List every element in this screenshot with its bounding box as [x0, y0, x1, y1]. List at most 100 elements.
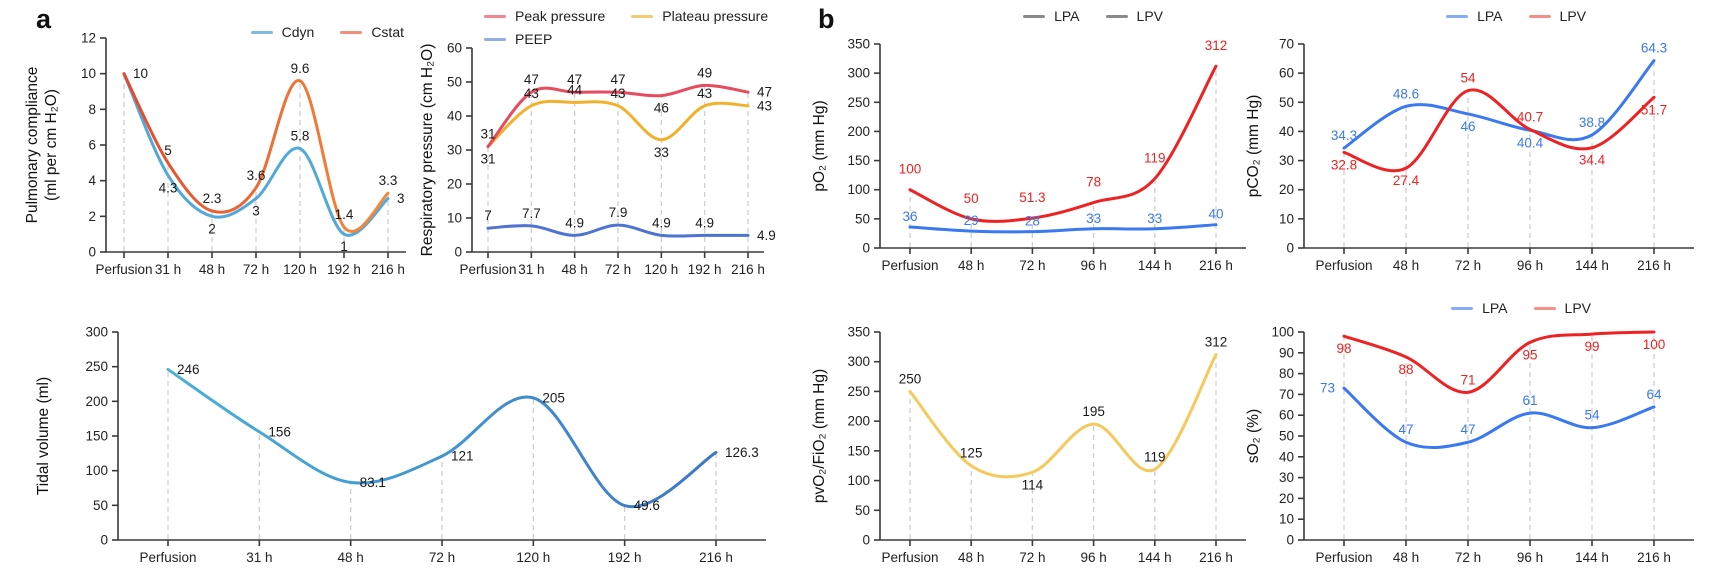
- data-label: 51.7: [1641, 102, 1667, 117]
- y-tick-label: 50: [1279, 429, 1294, 444]
- category-label: 48 h: [562, 262, 588, 277]
- y-tick-label: 150: [847, 443, 870, 458]
- y-tick-label: 250: [85, 359, 108, 374]
- legend-item-lpv: LPV: [1533, 300, 1591, 316]
- y-axis-title: Respiratory pressure (cm H₂O): [419, 44, 436, 257]
- category-label: Perfusion: [881, 258, 938, 273]
- data-label: 3.3: [379, 173, 398, 188]
- chart-so2: LPA LPV 0 10 20 30 40 50 60 70 80 90 100 Perfusion 48…: [1240, 298, 1706, 570]
- chart-tidal-volume: 0 50 100 150 200 250 300 Perfusion 31 h 48 h 72 h 1…: [30, 298, 778, 570]
- data-label: 3.6: [247, 168, 266, 183]
- data-label: 5: [164, 143, 172, 158]
- data-label: 47: [1398, 422, 1413, 437]
- data-label: 3: [397, 191, 405, 206]
- data-label: 195: [1082, 404, 1105, 419]
- y-tick-label: 60: [447, 41, 462, 56]
- legend-po2: LPA LPV: [1023, 8, 1163, 24]
- y-tick-label: 12: [81, 31, 96, 46]
- data-label: 43: [524, 86, 539, 101]
- legend-label: Cdyn: [281, 24, 315, 40]
- legend-so2: LPA LPV: [1451, 300, 1591, 316]
- y-tick-label: 30: [1279, 153, 1294, 168]
- series-lpa: [1342, 59, 1656, 150]
- legend-item-lpv: LPV: [1528, 8, 1586, 24]
- y-tick-label: 100: [847, 473, 870, 488]
- legend-swatch-cstat: [340, 30, 363, 34]
- category-label: 48 h: [958, 258, 984, 273]
- y-tick-label: 60: [1279, 408, 1294, 423]
- category-label: 48 h: [958, 550, 984, 565]
- y-tick-label: 40: [1279, 449, 1294, 464]
- legend-swatch-lpa: [1446, 14, 1469, 18]
- series-lpv: [908, 64, 1218, 223]
- legend-swatch-lpv: [1105, 14, 1128, 18]
- legend-label: LPA: [1482, 300, 1508, 316]
- data-label: 1.4: [335, 207, 354, 222]
- legend-item-plateau-pressure: Plateau pressure: [631, 8, 768, 24]
- legend-swatch-peep: [484, 37, 506, 41]
- y-tick-label: 60: [1279, 66, 1294, 81]
- legend-pco2: LPA LPV: [1446, 8, 1586, 24]
- category-label: 216 h: [1637, 550, 1671, 565]
- y-tick-label: 300: [85, 325, 108, 340]
- category-label: 144 h: [1138, 258, 1172, 273]
- y-tick-label: 2: [88, 209, 96, 224]
- legend-label: Cstat: [371, 24, 404, 40]
- legend-swatch-plateau-pressure: [631, 14, 654, 18]
- y-tick-label: 50: [855, 211, 870, 226]
- panel-a-label: a: [36, 4, 52, 34]
- data-label: 5.8: [291, 129, 310, 144]
- series-cstat: [122, 72, 390, 233]
- y-axis-title: Pulmonary compliance: [24, 67, 41, 224]
- category-label: 120 h: [516, 550, 550, 565]
- respiratory-pressure-plot: 0 10 20 30 40 50 60 Perfusion 31 h 48 h 72 h 120 h 1…: [419, 41, 776, 278]
- pco2-plot: 0 10 20 30 40 50 60 70 Perfusion 48 h 72 h 96 h 144 …: [1245, 37, 1694, 273]
- y-tick-label: 90: [1279, 345, 1294, 360]
- legend-item-lpa: LPA: [1446, 8, 1503, 24]
- data-label: 46: [654, 101, 669, 116]
- y-tick-label: 250: [847, 95, 870, 110]
- data-label: 33: [654, 145, 669, 160]
- data-label: 31: [480, 127, 495, 142]
- data-label: 83.1: [360, 475, 386, 490]
- y-tick-label: 4: [88, 173, 96, 188]
- data-label: 88: [1398, 362, 1413, 377]
- category-label: 72 h: [605, 262, 631, 277]
- y-tick-label: 0: [1286, 241, 1294, 256]
- legend-item-peep: PEEP: [484, 31, 552, 47]
- category-label: 72 h: [1455, 258, 1481, 273]
- series-lpa: [908, 223, 1218, 234]
- y-tick-label: 200: [847, 124, 870, 139]
- data-label: 3: [252, 204, 260, 219]
- legend-item-lpa: LPA: [1023, 8, 1080, 24]
- chart-pvo2-fio2: 0 50 100 150 200 250 300 350 Perfusion 48 h 72 h 96…: [806, 298, 1258, 570]
- y-axis-title: pCO₂ (mm Hg): [1245, 95, 1262, 197]
- y-tick-label: 10: [1279, 211, 1294, 226]
- category-label: 31 h: [518, 262, 544, 277]
- data-label: 33: [1086, 211, 1101, 226]
- y-axis-title: (ml per cm H₂O): [43, 89, 60, 201]
- legend-swatch-cdyn: [250, 30, 273, 34]
- series-lpa: [1342, 386, 1656, 450]
- legend-label: LPA: [1477, 8, 1503, 24]
- category-label: 96 h: [1080, 550, 1106, 565]
- series-plateau-pressure: [486, 99, 750, 149]
- data-label: 99: [1584, 339, 1599, 354]
- y-tick-label: 10: [1279, 512, 1294, 527]
- data-label: 7.9: [609, 205, 628, 220]
- data-label: 312: [1205, 38, 1228, 53]
- data-label: 31: [480, 152, 495, 167]
- data-label: 156: [268, 424, 291, 439]
- data-label: 4.3: [159, 180, 178, 195]
- legend-label: PEEP: [515, 31, 553, 47]
- data-label: 29: [964, 213, 979, 228]
- y-tick-label: 250: [847, 384, 870, 399]
- data-label: 100: [899, 162, 922, 177]
- data-label: 9.6: [291, 61, 310, 76]
- chart-po2: LPA LPV 0 50 100 150 200 250 300 350 Perfusion 48 …: [806, 8, 1258, 278]
- data-label: 4.9: [652, 215, 671, 230]
- data-label: 205: [542, 390, 565, 405]
- y-tick-label: 100: [1271, 325, 1294, 340]
- data-label: 47: [757, 85, 772, 100]
- y-tick-label: 10: [447, 211, 462, 226]
